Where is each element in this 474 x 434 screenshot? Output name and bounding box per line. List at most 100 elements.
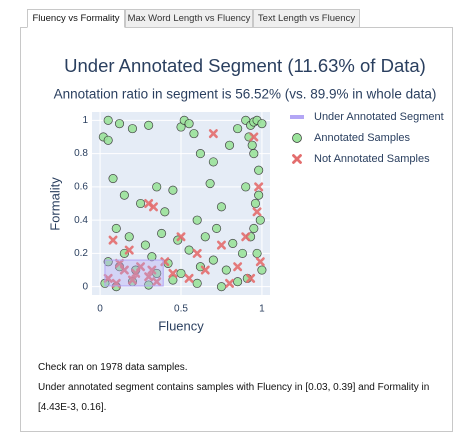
point — [127, 124, 138, 134]
point — [152, 277, 162, 287]
point — [246, 273, 256, 283]
point — [119, 190, 129, 200]
point — [144, 120, 154, 130]
point — [108, 235, 118, 245]
legend-swatch — [292, 133, 302, 143]
legend-label: Under Annotated Segment — [314, 111, 444, 123]
segment-region — [104, 259, 164, 287]
y-tick-label: 1 — [82, 115, 88, 126]
point — [241, 182, 251, 192]
point — [216, 202, 227, 212]
point — [212, 223, 222, 234]
point — [250, 198, 260, 209]
point — [160, 207, 170, 217]
chart-subtitle: Annotation ratio in segment is 56.52% (v… — [54, 87, 437, 102]
point — [254, 182, 264, 192]
point — [135, 198, 146, 209]
point — [228, 238, 238, 248]
point — [200, 232, 210, 242]
point — [108, 173, 118, 184]
legend-swatch — [292, 154, 302, 164]
point — [208, 129, 218, 139]
point — [127, 275, 137, 285]
point — [254, 165, 264, 175]
point — [192, 215, 202, 225]
y-tick-label: 0.8 — [74, 148, 88, 159]
point — [224, 140, 235, 150]
point — [147, 252, 157, 262]
point — [208, 255, 218, 265]
y-tick-label: 0.4 — [74, 215, 88, 226]
chart-title: Under Annotated Segment (11.63% of Data) — [64, 55, 426, 76]
x-tick-label: 0 — [97, 304, 103, 315]
chart: Under Annotated Segment (11.63% of Data)… — [47, 55, 444, 334]
point — [144, 272, 154, 282]
point — [176, 232, 186, 242]
legend-label: Annotated Samples — [314, 132, 411, 144]
legend-swatch — [290, 115, 304, 119]
point — [205, 178, 215, 189]
point — [225, 278, 235, 288]
point — [168, 268, 178, 278]
point — [157, 228, 167, 238]
point — [241, 232, 251, 242]
point — [233, 262, 243, 272]
point — [184, 245, 194, 255]
y-axis-title: Formality — [47, 177, 62, 231]
point — [152, 182, 162, 192]
point — [200, 265, 210, 275]
point — [254, 190, 264, 200]
point — [249, 132, 259, 142]
x-axis-title: Fluency — [158, 318, 204, 333]
point — [189, 129, 199, 139]
point — [216, 240, 226, 250]
point — [147, 265, 157, 275]
point — [124, 245, 134, 255]
point — [257, 119, 267, 129]
point — [103, 115, 113, 125]
y-tick-label: 0.2 — [74, 248, 88, 259]
point — [257, 265, 267, 275]
note: Under annotated segment contains samples… — [38, 382, 430, 413]
x-tick-label: 0.5 — [174, 304, 188, 315]
point — [131, 268, 141, 278]
point — [168, 275, 178, 285]
point — [249, 149, 259, 159]
point — [140, 240, 150, 250]
point — [208, 157, 218, 167]
note: Check ran on 1978 data samples. — [38, 362, 188, 373]
point — [111, 223, 121, 234]
notes: Check ran on 1978 data samples. Under an… — [38, 358, 448, 418]
point — [148, 202, 158, 212]
point — [192, 278, 202, 288]
y-tick-label: 0 — [82, 281, 88, 292]
point — [233, 124, 243, 134]
point — [252, 248, 262, 258]
point — [255, 257, 265, 267]
point — [114, 119, 125, 129]
tab-panel — [20, 27, 453, 432]
point — [216, 282, 227, 292]
x-tick-label: 1 — [259, 304, 265, 315]
point — [124, 232, 134, 242]
point — [168, 185, 178, 195]
point — [136, 262, 146, 272]
point — [103, 273, 113, 283]
point — [103, 135, 113, 145]
point — [252, 207, 262, 217]
y-tick-label: 0.6 — [74, 182, 88, 193]
point — [249, 223, 259, 234]
point — [237, 248, 248, 258]
point — [233, 277, 243, 287]
point — [176, 268, 186, 278]
tab[interactable]: Fluency vs Formality — [27, 9, 125, 28]
point — [192, 248, 202, 258]
point — [184, 119, 194, 129]
point — [195, 149, 205, 159]
point — [115, 258, 125, 268]
point — [255, 215, 265, 225]
point — [184, 273, 194, 283]
point — [119, 265, 129, 275]
legend-label: Not Annotated Samples — [314, 153, 430, 165]
